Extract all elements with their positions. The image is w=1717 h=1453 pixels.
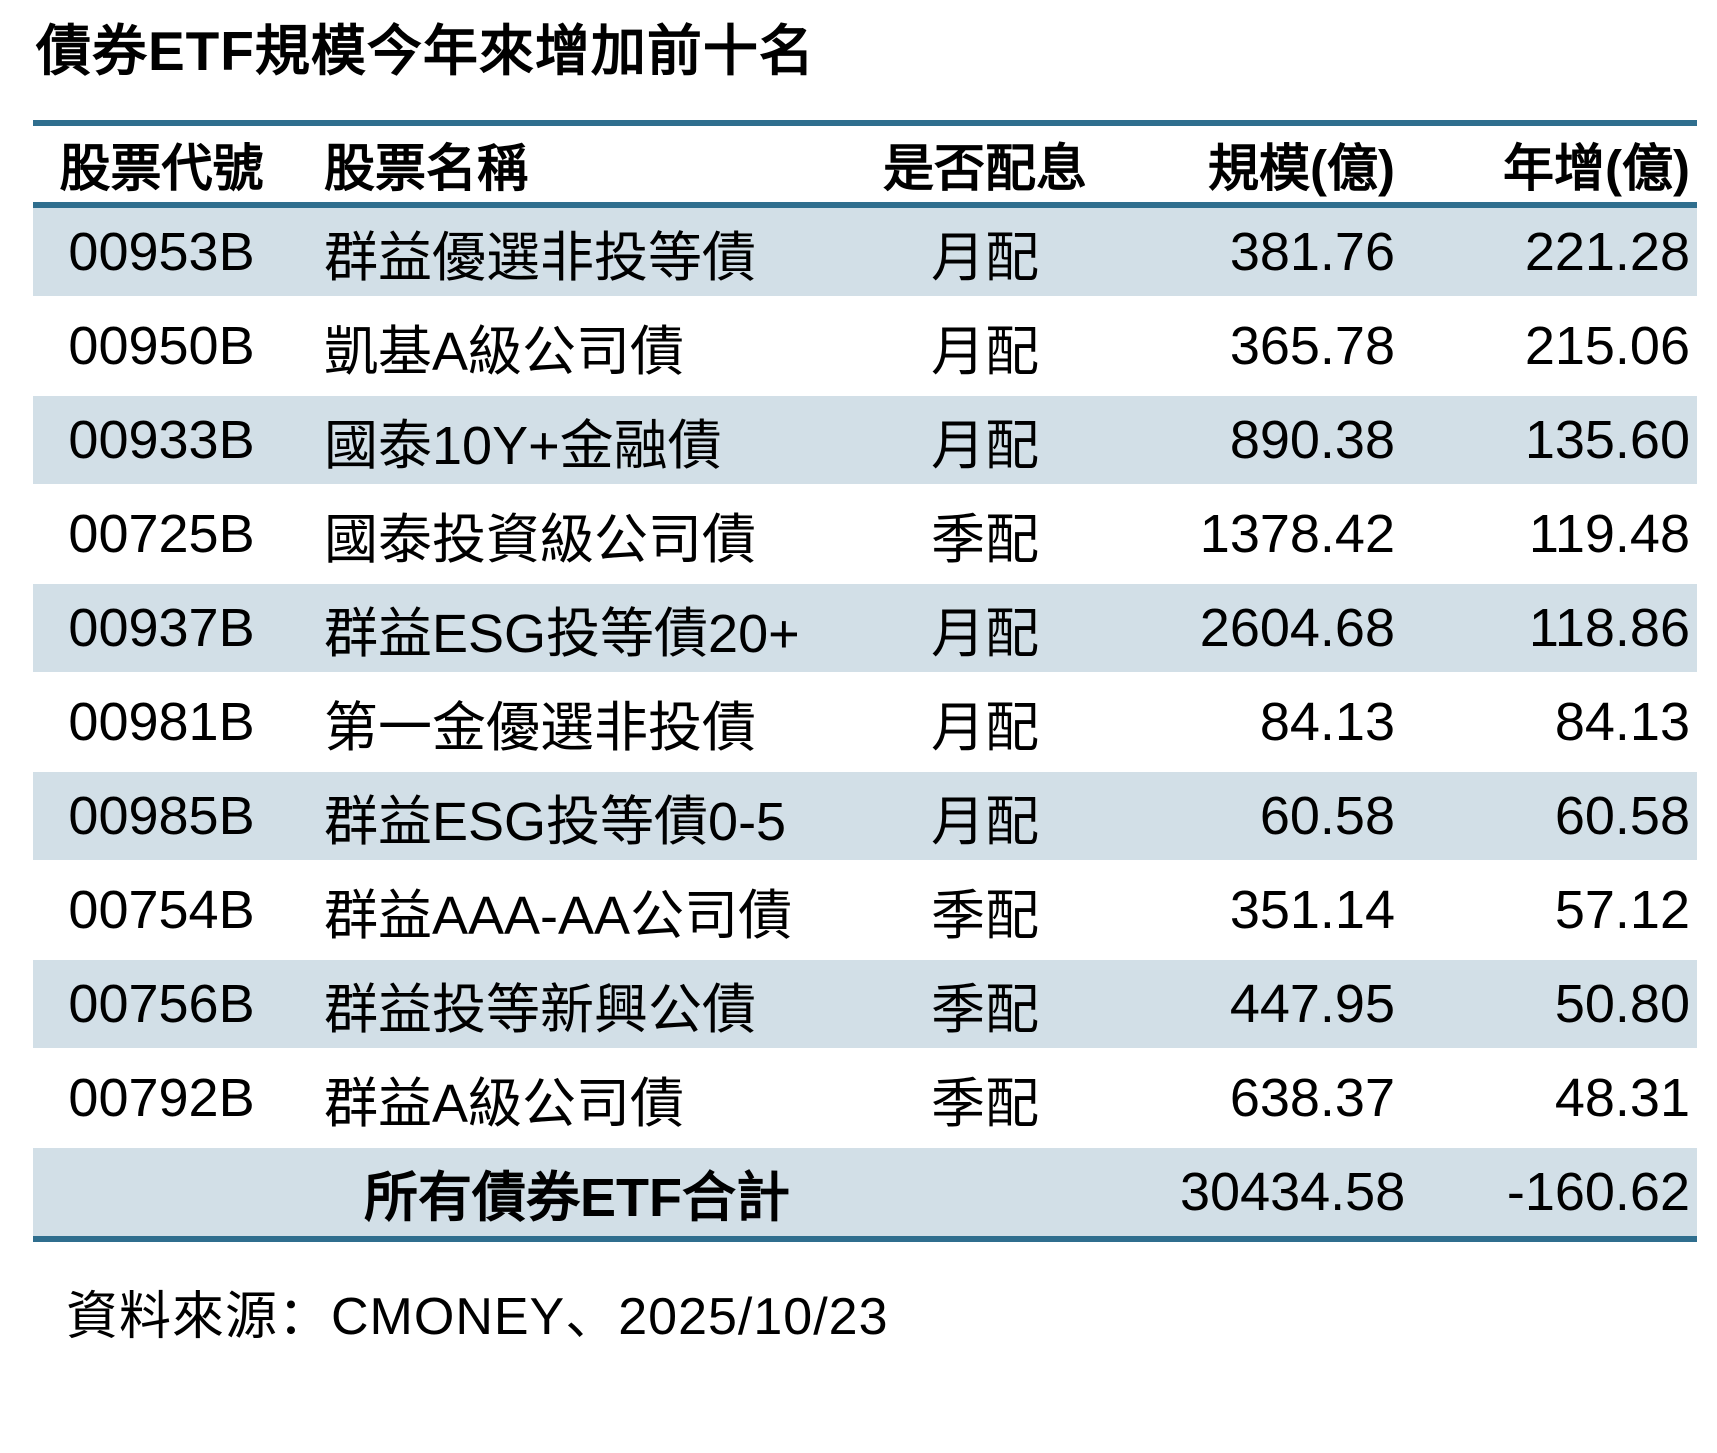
table-row: 00985B 群益ESG投等債0-5 月配 60.58 60.58 — [33, 769, 1697, 866]
table-row: 00950B 凱基A級公司債 月配 365.78 215.06 — [33, 299, 1697, 396]
size-cell: 365.78 — [1180, 299, 1420, 396]
name-cell: 群益AAA-AA公司債 — [290, 863, 792, 960]
dividend-cell: 月配 — [790, 675, 1180, 772]
increase-cell: 50.80 — [1420, 957, 1697, 1054]
code-cell: 00725B — [33, 487, 290, 584]
total-dividend-cell — [790, 1145, 1180, 1242]
size-cell: 447.95 — [1180, 957, 1420, 1054]
name-cell: 群益優選非投等債 — [290, 205, 790, 302]
size-cell: 2604.68 — [1180, 581, 1420, 678]
header-size: 規模(億) — [1180, 120, 1420, 208]
code-cell: 00985B — [33, 769, 290, 866]
table-row: 00937B 群益ESG投等債20+ 月配 2604.68 118.86 — [33, 581, 1697, 678]
name-cell: 群益A級公司債 — [290, 1051, 790, 1148]
increase-cell: 118.86 — [1420, 581, 1697, 678]
size-cell: 638.37 — [1180, 1051, 1420, 1148]
table-row: 00981B 第一金優選非投債 月配 84.13 84.13 — [33, 675, 1697, 772]
header-name: 股票名稱 — [290, 120, 790, 208]
dividend-cell: 月配 — [790, 299, 1180, 396]
name-cell: 凱基A級公司債 — [290, 299, 790, 396]
name-cell: 國泰10Y+金融債 — [290, 393, 790, 490]
increase-cell: 60.58 — [1420, 769, 1697, 866]
increase-cell: 221.28 — [1420, 205, 1697, 302]
table-row: 00953B 群益優選非投等債 月配 381.76 221.28 — [33, 205, 1697, 302]
increase-cell: 57.12 — [1420, 863, 1697, 960]
code-cell: 00950B — [33, 299, 290, 396]
name-cell: 第一金優選非投債 — [290, 675, 790, 772]
size-cell: 381.76 — [1180, 205, 1420, 302]
increase-cell: 119.48 — [1420, 487, 1697, 584]
header-code: 股票代號 — [33, 120, 290, 208]
code-cell: 00754B — [33, 863, 290, 960]
table-row: 00792B 群益A級公司債 季配 638.37 48.31 — [33, 1051, 1697, 1148]
increase-cell: 135.60 — [1420, 393, 1697, 490]
data-source: 資料來源：CMONEY、2025/10/23 — [66, 1288, 889, 1346]
header-dividend: 是否配息 — [790, 120, 1180, 208]
code-cell: 00933B — [33, 393, 290, 490]
name-cell: 群益投等新興公債 — [290, 957, 790, 1054]
dividend-cell: 季配 — [790, 487, 1180, 584]
table-row: 00933B 國泰10Y+金融債 月配 890.38 135.60 — [33, 393, 1697, 490]
table-row: 00725B 國泰投資級公司債 季配 1378.42 119.48 — [33, 487, 1697, 584]
table-row: 00754B 群益AAA-AA公司債 季配 351.14 57.12 — [33, 863, 1697, 960]
header-increase: 年增(億) — [1420, 120, 1697, 208]
dividend-cell: 月配 — [790, 205, 1180, 302]
code-cell: 00981B — [33, 675, 290, 772]
code-cell: 00937B — [33, 581, 290, 678]
size-cell: 351.14 — [1180, 863, 1420, 960]
total-increase-cell: -160.62 — [1420, 1145, 1697, 1242]
dividend-cell: 月配 — [790, 393, 1180, 490]
increase-cell: 215.06 — [1420, 299, 1697, 396]
code-cell: 00792B — [33, 1051, 290, 1148]
name-cell: 群益ESG投等債0-5 — [290, 769, 790, 866]
size-cell: 60.58 — [1180, 769, 1420, 866]
header-row: 股票代號 股票名稱 是否配息 規模(億) 年增(億) — [33, 120, 1697, 208]
increase-cell: 48.31 — [1420, 1051, 1697, 1148]
total-size-cell: 30434.58 — [1180, 1145, 1420, 1242]
dividend-cell: 季配 — [790, 957, 1180, 1054]
code-cell: 00756B — [33, 957, 290, 1054]
dividend-cell: 季配 — [790, 1051, 1180, 1148]
etf-table: 股票代號 股票名稱 是否配息 規模(億) 年增(億) 00953B 群益優選非投… — [33, 120, 1697, 1242]
name-cell: 國泰投資級公司債 — [290, 487, 790, 584]
table-header: 股票代號 股票名稱 是否配息 規模(億) 年增(億) — [33, 120, 1697, 208]
page-title: 債券ETF規模今年來增加前十名 — [36, 20, 815, 82]
size-cell: 84.13 — [1180, 675, 1420, 772]
dividend-cell: 月配 — [790, 581, 1180, 678]
dividend-cell: 月配 — [790, 769, 1180, 866]
total-row: 所有債券ETF合計 30434.58 -160.62 — [33, 1145, 1697, 1242]
size-cell: 1378.42 — [1180, 487, 1420, 584]
table-body: 00953B 群益優選非投等債 月配 381.76 221.28 00950B … — [33, 205, 1697, 1242]
name-cell: 群益ESG投等債20+ — [290, 581, 800, 678]
code-cell: 00953B — [33, 205, 290, 302]
dividend-cell: 季配 — [790, 863, 1180, 960]
total-label: 所有債券ETF合計 — [33, 1145, 790, 1242]
increase-cell: 84.13 — [1420, 675, 1697, 772]
table-row: 00756B 群益投等新興公債 季配 447.95 50.80 — [33, 957, 1697, 1054]
size-cell: 890.38 — [1180, 393, 1420, 490]
